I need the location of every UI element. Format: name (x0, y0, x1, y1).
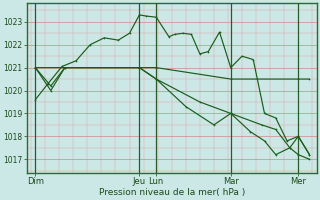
X-axis label: Pression niveau de la mer( hPa ): Pression niveau de la mer( hPa ) (99, 188, 245, 197)
